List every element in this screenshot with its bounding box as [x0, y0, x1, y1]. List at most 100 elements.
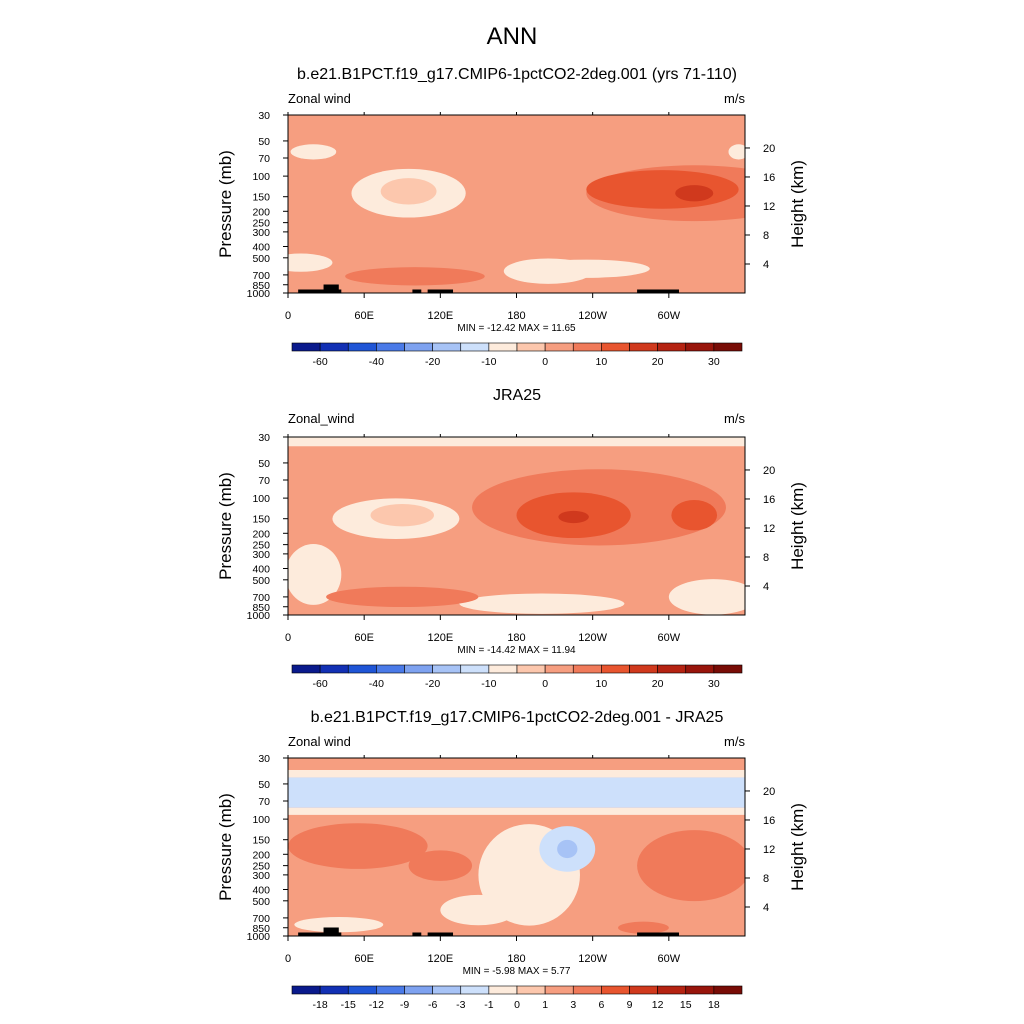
- land-mask: [412, 289, 422, 293]
- colorbar-swatch: [460, 985, 490, 995]
- y-tick-label: 400: [252, 241, 270, 253]
- colorbar-swatch: [404, 664, 433, 674]
- y-tick-label: 250: [252, 218, 270, 230]
- contour-fill: [459, 593, 625, 614]
- land-mask: [323, 284, 339, 293]
- colorbar-label: 0: [542, 356, 548, 368]
- units-label: m/s: [724, 734, 745, 749]
- colorbar-label: -60: [313, 356, 328, 368]
- colorbar-swatch: [713, 664, 743, 674]
- colorbar-swatch: [376, 342, 405, 352]
- y-tick-label: 100: [252, 814, 270, 826]
- colorbar-swatch: [291, 342, 321, 352]
- contour-fill: [288, 437, 745, 447]
- y-tick-label: 150: [252, 835, 270, 847]
- variable-label: Zonal wind: [288, 734, 351, 749]
- colorbar-swatch: [404, 985, 433, 995]
- colorbar-swatch: [404, 342, 433, 352]
- contour-fill: [408, 850, 473, 881]
- contour-fill: [637, 830, 745, 902]
- y-tick-label: 1000: [247, 931, 271, 943]
- colorbar-label: -20: [425, 678, 440, 690]
- y-tick-label: 250: [252, 540, 270, 552]
- colorbar-swatch: [685, 664, 715, 674]
- height-tick-label: 4: [763, 259, 769, 271]
- panel-title: JRA25: [493, 387, 541, 404]
- y-tick-label: 100: [252, 171, 270, 183]
- height-tick-label: 4: [763, 902, 769, 914]
- colorbar-swatch: [488, 342, 518, 352]
- y-tick-label: 50: [258, 458, 270, 470]
- contour-fill: [675, 185, 714, 202]
- x-tick-label: 120E: [427, 632, 453, 644]
- colorbar-swatch: [319, 664, 349, 674]
- contour-fill: [288, 777, 745, 808]
- land-mask: [298, 289, 342, 293]
- land-mask: [298, 932, 342, 936]
- colorbar-label: 10: [596, 678, 608, 690]
- contour-field: [288, 758, 745, 936]
- x-tick-label: 60E: [354, 310, 374, 322]
- colorbar-label: -20: [425, 356, 440, 368]
- colorbar-swatch: [432, 664, 462, 674]
- colorbar-label: -40: [369, 356, 384, 368]
- height-tick-label: 20: [763, 143, 775, 155]
- x-tick-label: 180: [507, 632, 525, 644]
- colorbar-swatch: [713, 985, 743, 995]
- colorbar-swatch: [544, 985, 574, 995]
- colorbar-label: -6: [428, 999, 437, 1011]
- y-tick-label: 500: [252, 253, 270, 265]
- y-tick-label: 500: [252, 575, 270, 587]
- y-tick-label: 150: [252, 514, 270, 526]
- colorbar-swatch: [347, 342, 377, 352]
- colorbar-swatch: [685, 985, 715, 995]
- colorbar-swatch: [544, 664, 574, 674]
- y-tick-label: 100: [252, 493, 270, 505]
- height-tick-label: 16: [763, 815, 775, 827]
- contour-fill: [618, 921, 669, 934]
- contour-fill: [380, 178, 437, 205]
- colorbar-swatch: [572, 664, 602, 674]
- y-axis-title: Pressure (mb): [216, 150, 235, 258]
- colorbar-swatch: [657, 664, 687, 674]
- colorbar-label: 18: [708, 999, 720, 1011]
- colorbar-label: -3: [456, 999, 465, 1011]
- y-tick-label: 400: [252, 563, 270, 575]
- y-tick-label: 30: [258, 110, 270, 122]
- y-tick-label: 70: [258, 153, 270, 165]
- contour-fill: [288, 253, 333, 272]
- x-tick-label: 0: [285, 953, 291, 965]
- panels: b.e21.B1PCT.f19_g17.CMIP6-1pctCO2-2deg.0…: [216, 66, 807, 1011]
- y-tick-label: 70: [258, 475, 270, 487]
- chart-panel: b.e21.B1PCT.f19_g17.CMIP6-1pctCO2-2deg.0…: [216, 66, 807, 368]
- colorbar-swatch: [572, 342, 602, 352]
- contour-fill: [668, 579, 745, 615]
- x-tick-label: 0: [285, 310, 291, 322]
- contour-fill: [326, 586, 479, 608]
- y-tick-label: 200: [252, 528, 270, 540]
- chart-panel: JRA25 Zonal_wind m/s 0 60E 120E 180 120W 60W 30 50…: [216, 387, 807, 690]
- colorbar-swatch: [629, 664, 658, 674]
- colorbar-swatch: [685, 342, 715, 352]
- colorbar-label: -9: [400, 999, 409, 1011]
- y-tick-label: 200: [252, 849, 270, 861]
- contour-fill: [671, 499, 718, 531]
- colorbar-swatch: [291, 985, 321, 995]
- colorbar-swatch: [432, 342, 462, 352]
- height-tick-label: 16: [763, 494, 775, 506]
- contour-fill: [288, 544, 342, 605]
- height-tick-label: 12: [763, 844, 775, 856]
- y-tick-label: 1000: [247, 610, 271, 622]
- height-tick-label: 12: [763, 523, 775, 535]
- y-tick-label: 150: [252, 192, 270, 204]
- colorbar-swatch: [319, 985, 349, 995]
- x-tick-label: 180: [507, 310, 525, 322]
- y-axis-title: Pressure (mb): [216, 472, 235, 580]
- colorbar-label: 20: [652, 356, 664, 368]
- y-tick-label: 50: [258, 779, 270, 791]
- x-tick-label: 60W: [658, 310, 681, 322]
- x-tick-label: 180: [507, 953, 525, 965]
- colorbar-label: -15: [341, 999, 356, 1011]
- contour-fill: [558, 510, 589, 524]
- right-axis-title: Height (km): [788, 160, 807, 248]
